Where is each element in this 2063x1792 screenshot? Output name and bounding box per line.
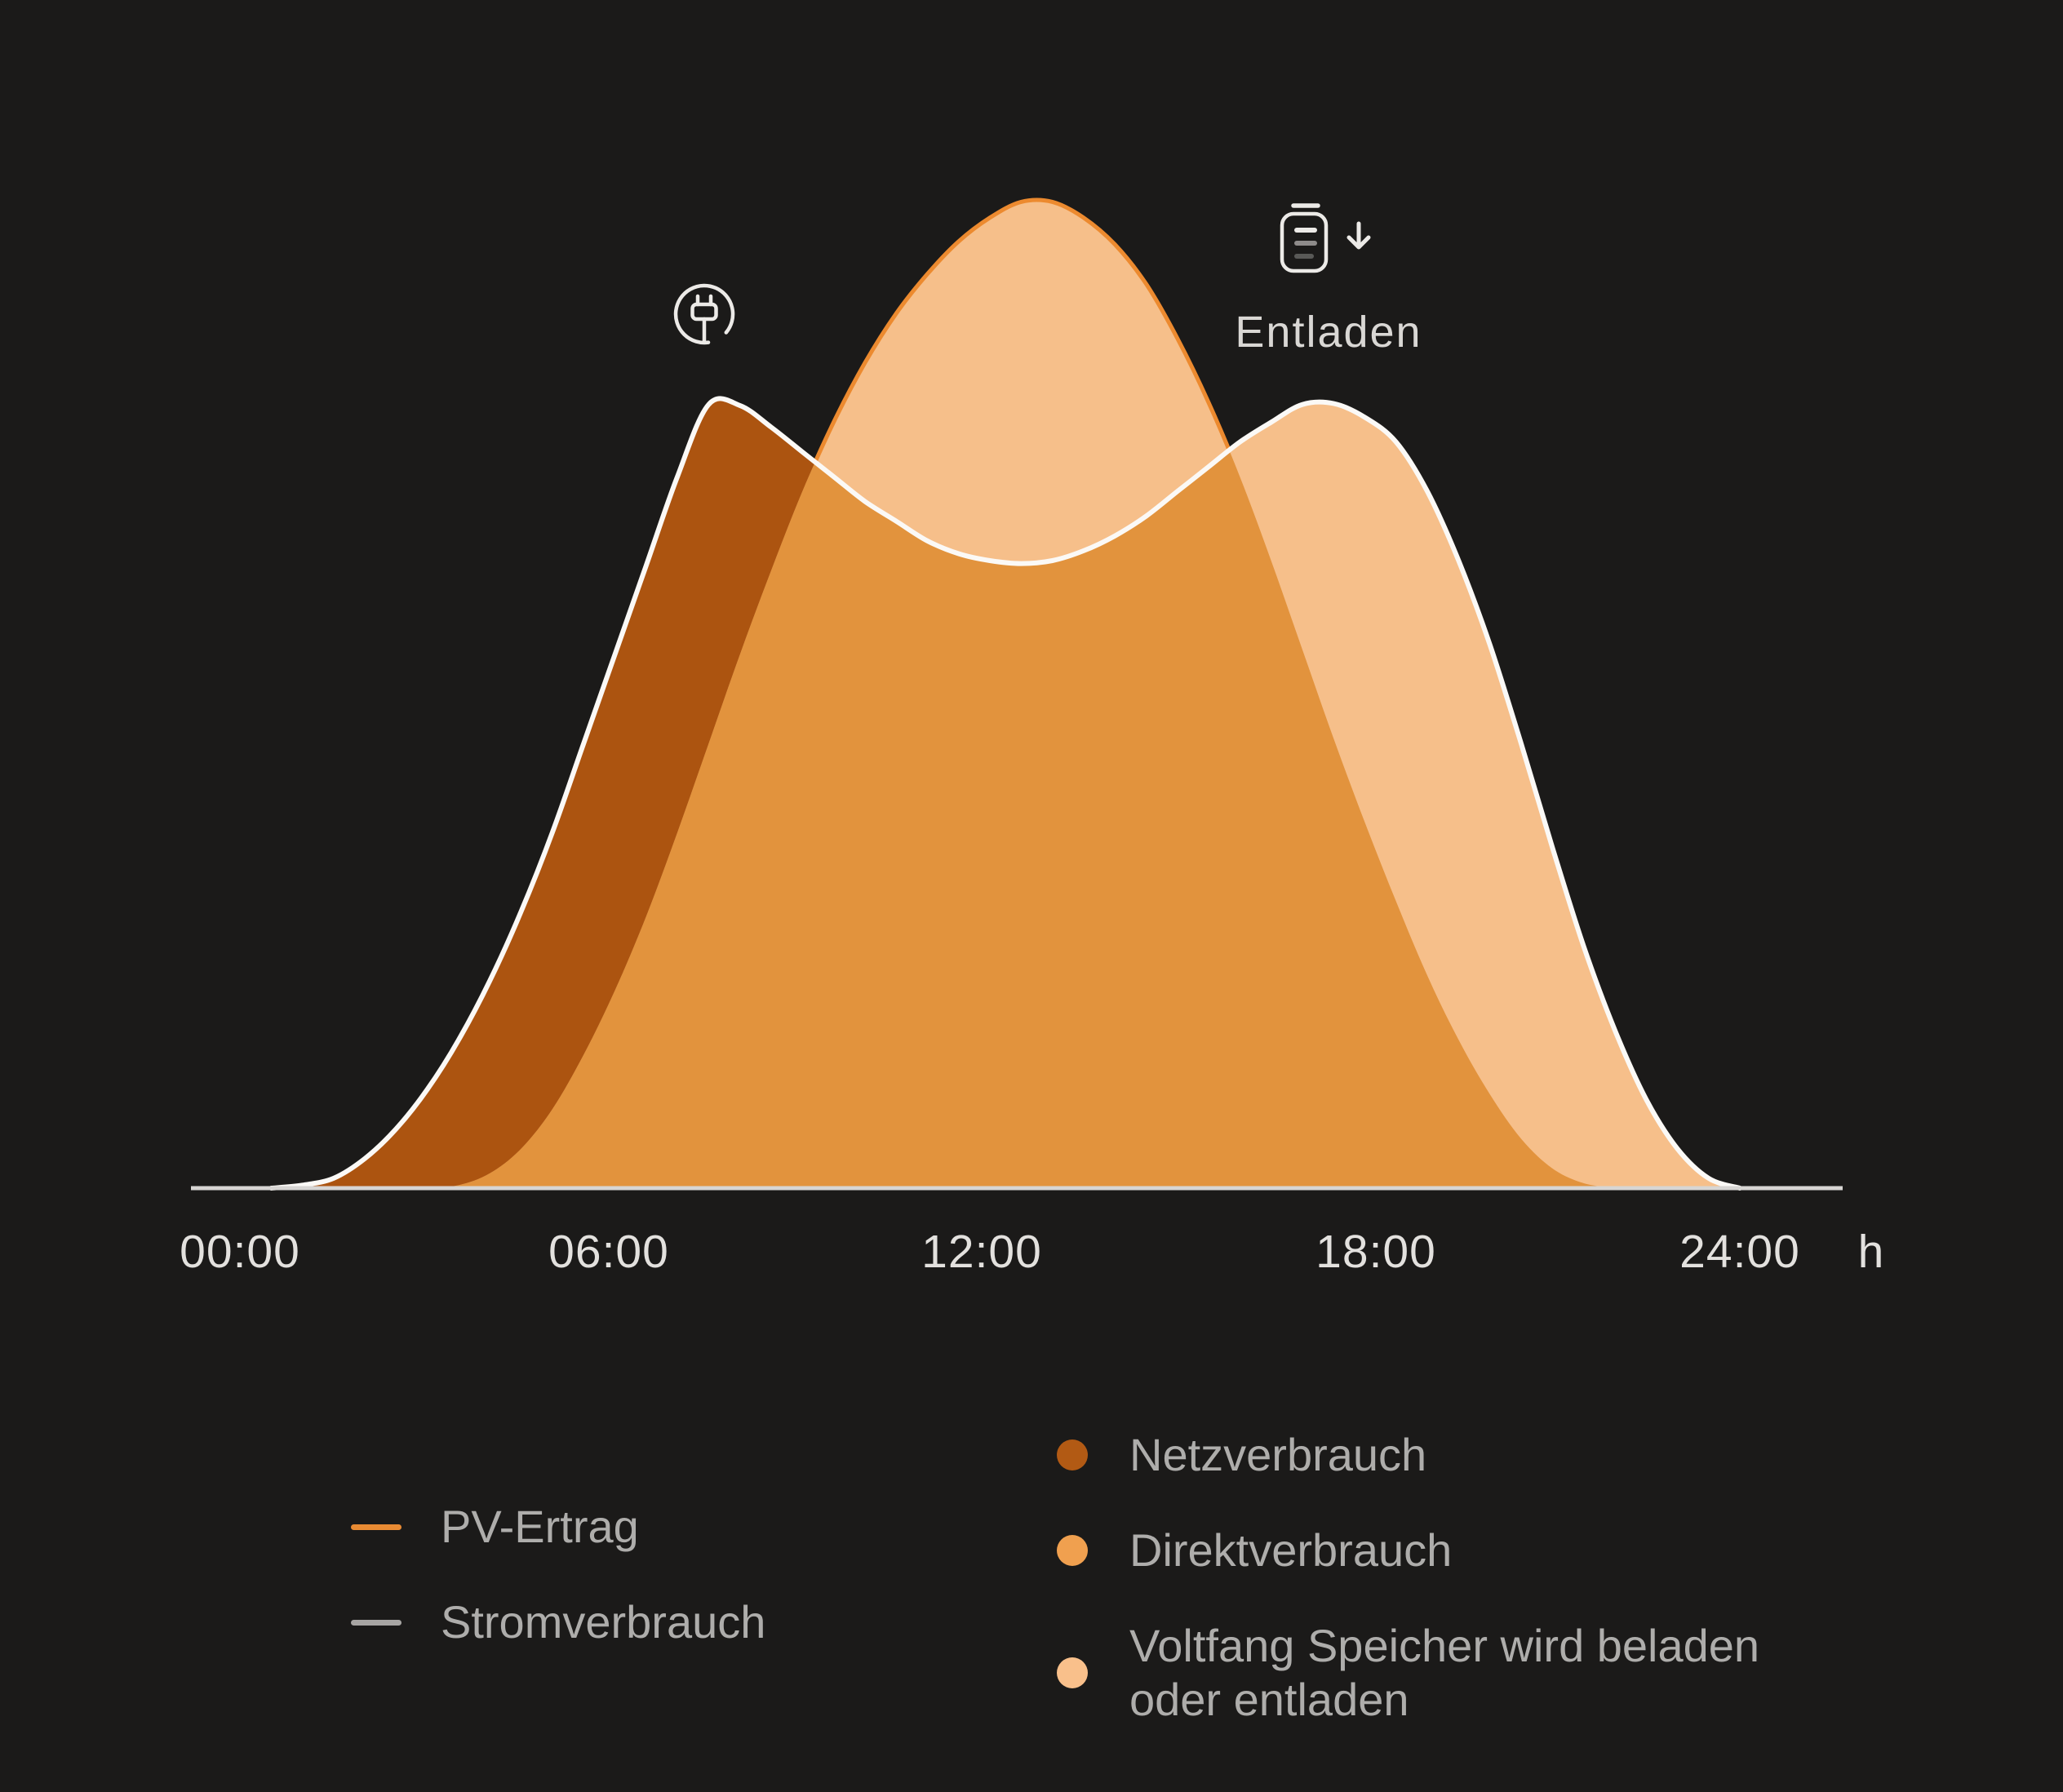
legend-item-label: PV-Ertrag	[441, 1501, 639, 1552]
legend-dot-swatch	[1057, 1439, 1088, 1470]
x-axis-unit-label: h	[1857, 1226, 1885, 1278]
legend-line-swatch	[351, 1524, 402, 1530]
legend-dot-swatch	[1057, 1535, 1088, 1566]
x-axis-tick-label: 00:00	[180, 1226, 300, 1278]
legend-item-label: Stromverbrauch	[441, 1596, 766, 1648]
stromverbrauch-line	[268, 396, 1742, 1191]
legend-item-direktverbrauch: Direktverbrauch	[1057, 1524, 1452, 1577]
x-axis-tick-label: 06:00	[548, 1226, 669, 1278]
legend-dot-swatch	[1057, 1657, 1088, 1688]
legend-item-voltfang: Voltfang Speicher wird beladen oder entl…	[1057, 1619, 1759, 1727]
legend-item-label: Direktverbrauch	[1129, 1524, 1453, 1576]
legend-item-pv-ertrag: PV-Ertrag	[351, 1500, 639, 1554]
x-axis-tick-label: 18:00	[1315, 1226, 1436, 1278]
plug-icon	[673, 283, 735, 345]
legend-line-swatch	[351, 1619, 402, 1626]
x-axis-tick-label: 12:00	[921, 1226, 1042, 1278]
legend-item-label: Voltfang Speicher wird beladen oder entl…	[1129, 1620, 1760, 1725]
legend-item-stromverbrauch: Stromverbrauch	[351, 1595, 765, 1649]
legend-item-netzverbrauch: Netzverbrauch	[1057, 1428, 1426, 1482]
direct-consumption-area	[427, 398, 1615, 1188]
legend-item-label: Netzverbrauch	[1129, 1429, 1427, 1480]
entladen-annotation-label: Entladen	[1235, 308, 1422, 357]
battery-discharge-icon	[1280, 203, 1371, 273]
x-axis-tick-label: 24:00	[1679, 1226, 1800, 1278]
